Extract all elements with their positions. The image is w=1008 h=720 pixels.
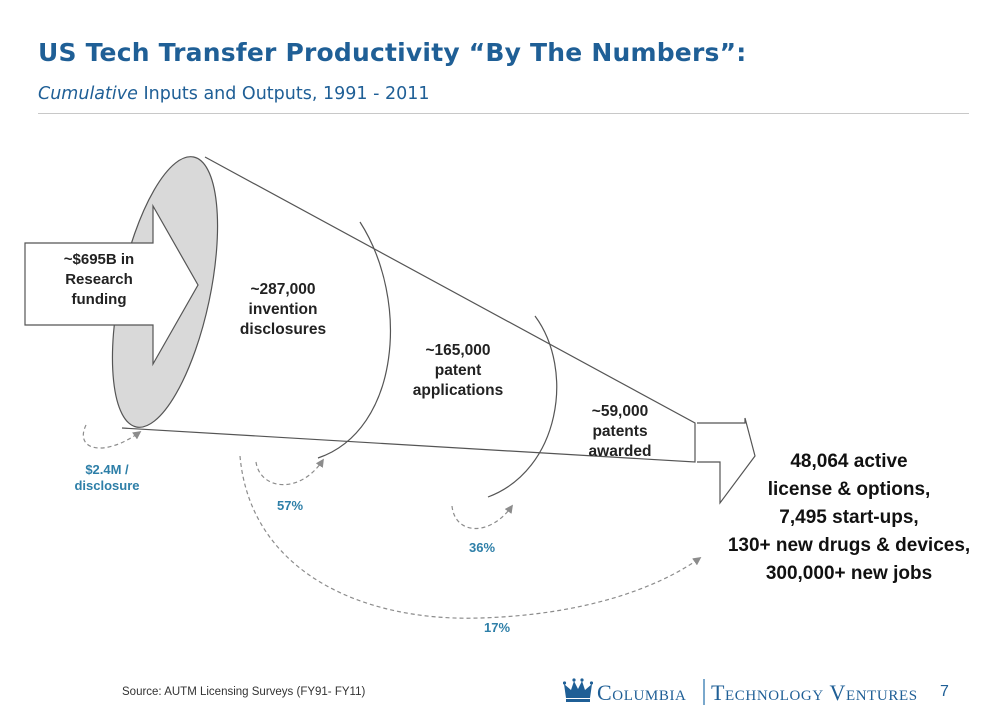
- stage-divider-2: [487, 315, 558, 498]
- source-note: Source: AUTM Licensing Surveys (FY91- FY…: [122, 686, 366, 698]
- page-number: 7: [940, 683, 949, 700]
- stage-disclosures: ~287,000 invention disclosures: [239, 281, 327, 338]
- subtitle-emphasis: Cumulative: [38, 84, 138, 104]
- output-item: 300,000+ new jobs: [765, 563, 933, 584]
- ratio-57: 57%: [276, 498, 304, 513]
- output-item: 48,064 active: [790, 451, 908, 472]
- stage-awarded: ~59,000 patents awarded: [588, 403, 652, 460]
- title-divider: [38, 113, 969, 114]
- columbia-logo: Columbia Technology Ventures: [563, 674, 938, 708]
- logo-text-columbia: Columbia: [597, 680, 687, 705]
- logo-divider: [703, 679, 705, 705]
- arrow-36: [451, 504, 513, 529]
- output-item: license & options,: [767, 479, 931, 500]
- crown-icon: [563, 678, 593, 702]
- funnel-body: [121, 156, 696, 463]
- page-title: US Tech Transfer Productivity “By The Nu…: [38, 38, 747, 67]
- ratio-36: 36%: [468, 540, 496, 555]
- logo-text-ventures: Technology Ventures: [711, 680, 918, 705]
- output-arrow: [697, 417, 756, 505]
- per-disclosure-arrow: [82, 424, 142, 449]
- ratio-17: 17%: [483, 620, 511, 635]
- funding-arrow: [24, 203, 199, 367]
- output-item: 7,495 start-ups,: [779, 507, 919, 528]
- arrow-17: [239, 455, 702, 619]
- output-item: 130+ new drugs & devices,: [727, 535, 971, 556]
- stage-applications: ~165,000 patent applications: [412, 342, 504, 399]
- ratio-per-disclosure: $2.4M / disclosure: [74, 462, 140, 493]
- outputs-list: 48,064 active license & options, 7,495 s…: [690, 448, 1008, 588]
- funding-label: ~$695B in Research funding: [63, 251, 135, 308]
- page-subtitle: Cumulative Inputs and Outputs, 1991 - 20…: [38, 84, 429, 104]
- subtitle-rest: Inputs and Outputs, 1991 - 2011: [137, 84, 430, 104]
- arrow-57: [255, 458, 324, 486]
- stage-divider-1: [317, 221, 392, 459]
